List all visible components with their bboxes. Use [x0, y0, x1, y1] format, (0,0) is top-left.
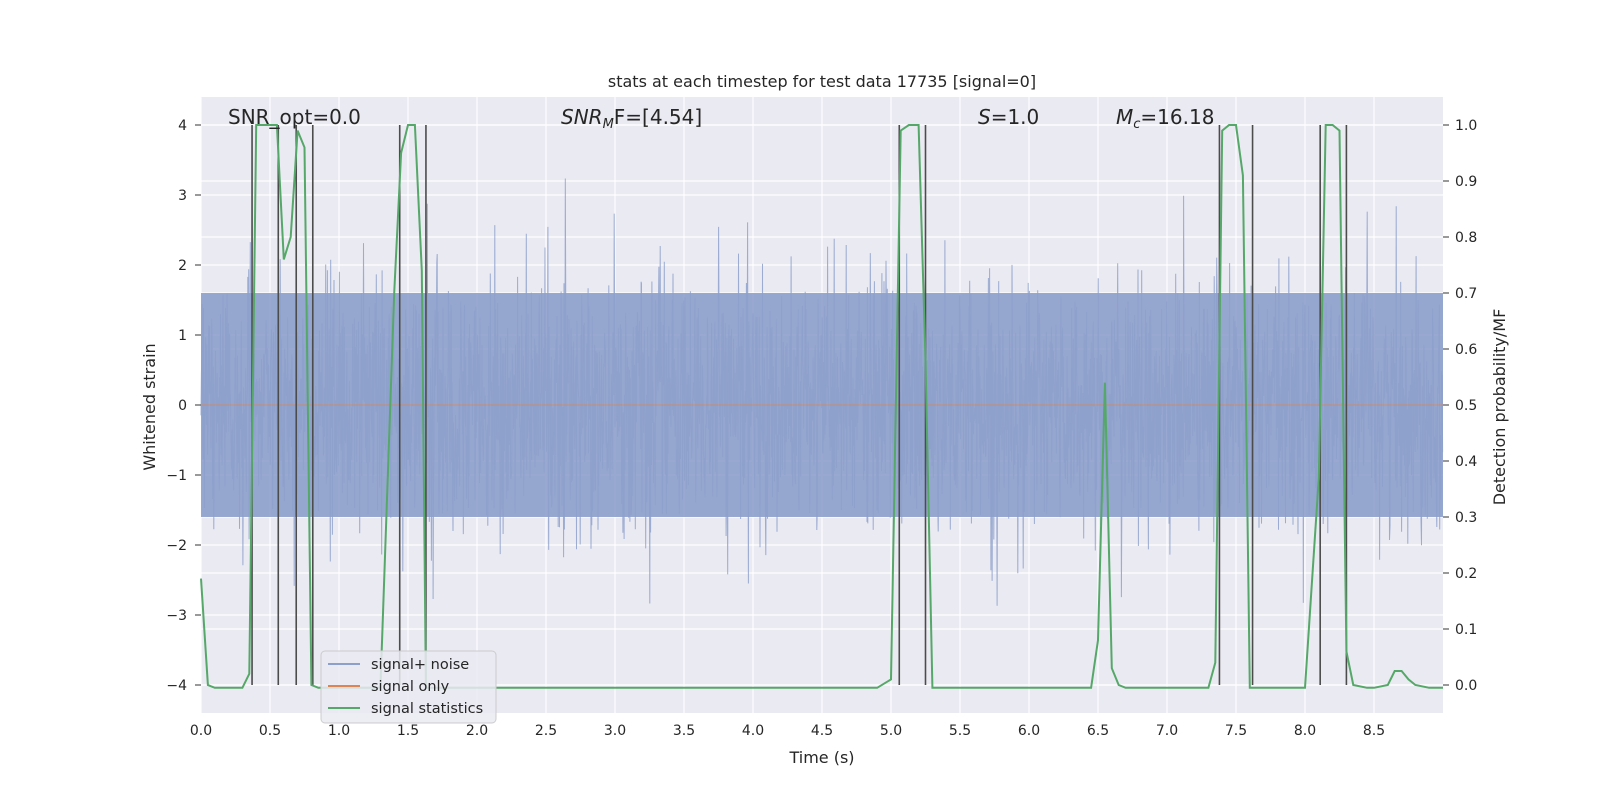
statistics-series [200, 124, 1443, 689]
x-tick-label: 2.5 [535, 723, 557, 739]
noise-series [200, 178, 1444, 606]
y-axis-label-left: Whitened strain [140, 343, 159, 470]
x-tick-label: 4.5 [811, 723, 833, 739]
y-tick-label-left: −3 [166, 608, 187, 624]
statistics-line [200, 124, 1443, 689]
chart-title: stats at each timestep for test data 177… [608, 72, 1036, 91]
mc-value: =16.18 [1140, 105, 1214, 129]
y-tick-label-right: 0.8 [1455, 230, 1477, 246]
legend-label-signal-only: signal only [371, 679, 450, 695]
y-tick-label-left: −4 [166, 678, 187, 694]
snr-mf-value: F=[4.54] [614, 105, 702, 129]
legend-label-statistics: signal statistics [371, 701, 483, 717]
y-axis-label-right: Detection probability/MF [1490, 309, 1509, 506]
y-tick-label-left: 0 [178, 398, 187, 414]
x-tick-label: 0.0 [190, 723, 212, 739]
x-tick-label: 5.5 [949, 723, 971, 739]
y-tick-label-left: 3 [178, 188, 187, 204]
s-symbol: S [978, 105, 991, 129]
y-tick-label-right: 1.0 [1455, 118, 1477, 134]
x-tick-label: 6.5 [1087, 723, 1109, 739]
y-tick-label-left: 1 [178, 328, 187, 344]
x-tick-label: 5.0 [880, 723, 902, 739]
snr-mf-subscript: M [603, 117, 614, 132]
y-tick-label-right: 0.2 [1455, 566, 1477, 582]
y-tick-label-left: 4 [178, 118, 187, 134]
x-tick-label: 8.5 [1363, 723, 1385, 739]
axis-ticks: 0.0 0.5 1.0 1.5 2.0 2.5 3.0 3.5 4.0 4.5 5.0 5.5 6.0 6… [166, 118, 1477, 739]
x-tick-label: 7.5 [1225, 723, 1247, 739]
x-tick-label: 3.0 [604, 723, 626, 739]
y-tick-label-right: 0.1 [1455, 622, 1477, 638]
snr-opt-annotation: SNR_opt=0.0 [228, 105, 361, 129]
snr-mf-symbol: SNR [561, 105, 603, 129]
mc-symbol: M [1116, 105, 1133, 129]
x-axis-label: Time (s) [788, 748, 854, 767]
y-tick-label-right: 0.6 [1455, 342, 1477, 358]
x-tick-label: 1.0 [328, 723, 350, 739]
snr-mf-annotation: SNRMF=[4.54] [561, 105, 702, 132]
y-tick-label-right: 0.7 [1455, 286, 1477, 302]
y-tick-label-left: −1 [166, 468, 187, 484]
mc-subscript: c [1133, 117, 1140, 132]
x-tick-label: 4.0 [742, 723, 764, 739]
x-tick-label: 7.0 [1156, 723, 1178, 739]
y-tick-label-left: 2 [178, 258, 187, 274]
x-tick-label: 6.0 [1018, 723, 1040, 739]
y-tick-label-right: 0.0 [1455, 678, 1477, 694]
x-tick-label: 8.0 [1294, 723, 1316, 739]
mc-annotation: Mc=16.18 [1116, 105, 1214, 132]
x-tick-label: 1.5 [397, 723, 419, 739]
legend-label-noise: signal+ noise [371, 657, 469, 673]
x-tick-label: 2.0 [466, 723, 488, 739]
y-tick-label-right: 0.4 [1455, 454, 1477, 470]
x-tick-label: 0.5 [259, 723, 281, 739]
y-tick-label-right: 0.5 [1455, 398, 1477, 414]
s-value: =1.0 [991, 105, 1040, 129]
s-annotation: S=1.0 [978, 105, 1039, 129]
legend: signal+ noise signal only signal statist… [320, 650, 497, 724]
x-tick-label: 3.5 [673, 723, 695, 739]
y-tick-label-right: 0.9 [1455, 174, 1477, 190]
y-tick-label-left: −2 [166, 538, 187, 554]
legend-box [320, 650, 497, 724]
y-tick-label-right: 0.3 [1455, 510, 1477, 526]
